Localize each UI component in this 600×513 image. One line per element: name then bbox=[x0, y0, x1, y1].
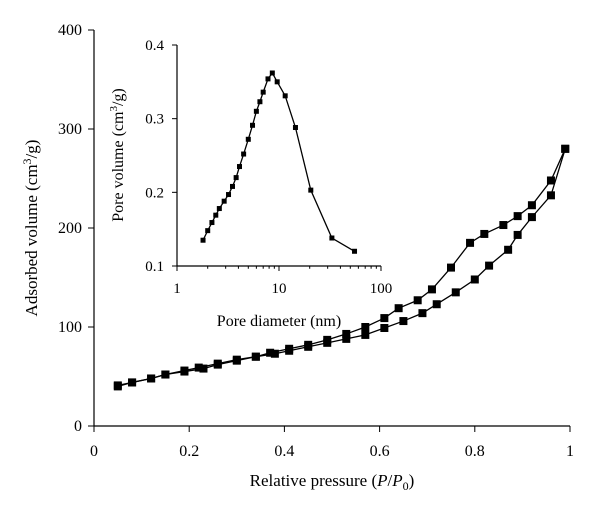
main-series-2-point bbox=[323, 335, 332, 344]
inset-series-1-point bbox=[260, 89, 266, 95]
main-series-1-point bbox=[513, 230, 522, 239]
main-series-1-line bbox=[117, 148, 566, 388]
inset-x-tick-label: 10 bbox=[272, 281, 287, 297]
inset-series-1-point bbox=[226, 192, 232, 198]
main-series-1-point bbox=[504, 245, 513, 254]
inset-series-1-point bbox=[213, 212, 219, 218]
main-x-axis-title: Relative pressure (P/P0) bbox=[250, 471, 415, 493]
inset-y-tick-label: 0.2 bbox=[145, 185, 164, 201]
inset-y-tick-label: 0.3 bbox=[145, 112, 164, 128]
inset-series-1-point bbox=[241, 151, 247, 157]
inset-series-1-point bbox=[274, 79, 280, 85]
main-series-2-point bbox=[361, 323, 370, 331]
main-series-layer bbox=[113, 144, 570, 391]
main-series-2-point bbox=[447, 263, 455, 272]
main-series-2-point bbox=[180, 366, 189, 375]
main-series-1-point bbox=[432, 300, 441, 309]
main-series-2-point bbox=[251, 352, 260, 361]
inset-series-1-point bbox=[265, 76, 271, 82]
main-series-2-point bbox=[342, 329, 351, 338]
main-series-2-point bbox=[466, 238, 475, 247]
main-series-2-point bbox=[561, 144, 570, 153]
inset-series-1-point bbox=[233, 175, 239, 181]
main-series-2-point bbox=[413, 296, 422, 305]
main-series-2-point bbox=[480, 229, 489, 238]
main-y-tick-label: 100 bbox=[58, 319, 82, 336]
main-series-1-point bbox=[470, 275, 479, 284]
main-y-tick-label: 400 bbox=[58, 22, 82, 39]
inset-series-1-point bbox=[282, 93, 288, 99]
inset-series-1-point bbox=[352, 248, 358, 254]
main-series-1-point bbox=[485, 261, 494, 270]
main-series-2-point bbox=[161, 370, 170, 379]
main-y-tick-label: 0 bbox=[74, 418, 82, 435]
main-y-tick-label: 200 bbox=[58, 220, 82, 237]
main-x-tick-label: 0.4 bbox=[274, 443, 294, 460]
inset-series-layer bbox=[200, 70, 358, 254]
inset-series-1-point bbox=[329, 235, 335, 241]
main-series-2-point bbox=[304, 340, 313, 349]
main-series-2-point bbox=[527, 201, 536, 210]
main-series-2-point bbox=[128, 378, 137, 387]
main-series-2-point bbox=[394, 304, 403, 313]
main-x-tick-label: 0.6 bbox=[370, 443, 390, 460]
inset-series-1-point bbox=[292, 125, 298, 131]
main-series-2-point bbox=[213, 359, 222, 368]
main-series-1-point bbox=[342, 334, 351, 343]
main-series-1-point bbox=[451, 288, 460, 297]
main-series-1-point bbox=[399, 317, 408, 326]
main-series-2-point bbox=[499, 221, 508, 230]
inset-series-1-point bbox=[237, 164, 243, 170]
main-series-1-point bbox=[361, 330, 370, 339]
main-series-2-point bbox=[380, 314, 389, 323]
inset-x-tick-label: 1 bbox=[173, 281, 181, 297]
main-series-2-point bbox=[266, 348, 275, 357]
main-y-tick-label: 300 bbox=[58, 121, 82, 138]
inset-series-1-point bbox=[245, 136, 251, 142]
main-x-tick-label: 0.8 bbox=[465, 443, 485, 460]
main-x-tick-label: 0 bbox=[90, 443, 98, 460]
inset-axis-frame bbox=[176, 45, 381, 267]
inset-series-1-point bbox=[229, 183, 235, 189]
main-x-tick-label: 1 bbox=[566, 443, 574, 460]
inset-series-1-point bbox=[250, 122, 256, 128]
main-axis-frame bbox=[93, 30, 570, 427]
main-series-1-point bbox=[270, 349, 279, 358]
main-series-2-point bbox=[147, 374, 156, 383]
main-series-1-point bbox=[546, 191, 555, 200]
main-series-2-point bbox=[194, 363, 203, 372]
main-series-1-point bbox=[380, 323, 389, 332]
inset-x-axis-title: Pore diameter (nm) bbox=[217, 313, 341, 330]
inset-series-1-point bbox=[209, 220, 215, 226]
inset-series-1-point bbox=[216, 206, 222, 212]
inset-series-1-point bbox=[269, 70, 275, 76]
inset-x-tick-label: 100 bbox=[370, 281, 393, 297]
inset-series-1-point bbox=[257, 99, 263, 105]
inset-y-axis-title: Pore volume (cm3/g) bbox=[108, 88, 127, 221]
main-series-2-point bbox=[113, 381, 122, 390]
inset-series-1-point bbox=[253, 108, 259, 114]
main-x-tick-label: 0.2 bbox=[179, 443, 199, 460]
inset-plot: 1 10 100 0.1 0.2 0.3 0.4 Pore diameter (nm) Po… bbox=[108, 38, 392, 330]
inset-y-tick-label: 0.1 bbox=[145, 259, 164, 275]
main-series-2-point bbox=[232, 355, 241, 364]
main-series-1-point bbox=[199, 364, 208, 373]
main-series-2-point bbox=[285, 344, 294, 353]
inset-series-1-line bbox=[202, 71, 355, 252]
main-series-1-point bbox=[418, 309, 427, 318]
main-series-2-line bbox=[117, 148, 566, 387]
main-series-2-point bbox=[513, 212, 522, 221]
inset-series-1-point bbox=[221, 198, 227, 204]
main-series-1-point bbox=[527, 213, 536, 222]
inset-series-1-point bbox=[200, 237, 206, 243]
inset-series-1-point bbox=[205, 228, 211, 234]
inset-series-1-point bbox=[308, 187, 314, 193]
main-series-2-point bbox=[546, 176, 555, 185]
main-y-axis-title: Adsorbed volume (cm3/g) bbox=[20, 140, 41, 317]
main-series-2-point bbox=[427, 285, 436, 294]
inset-y-tick-label: 0.4 bbox=[145, 38, 164, 54]
